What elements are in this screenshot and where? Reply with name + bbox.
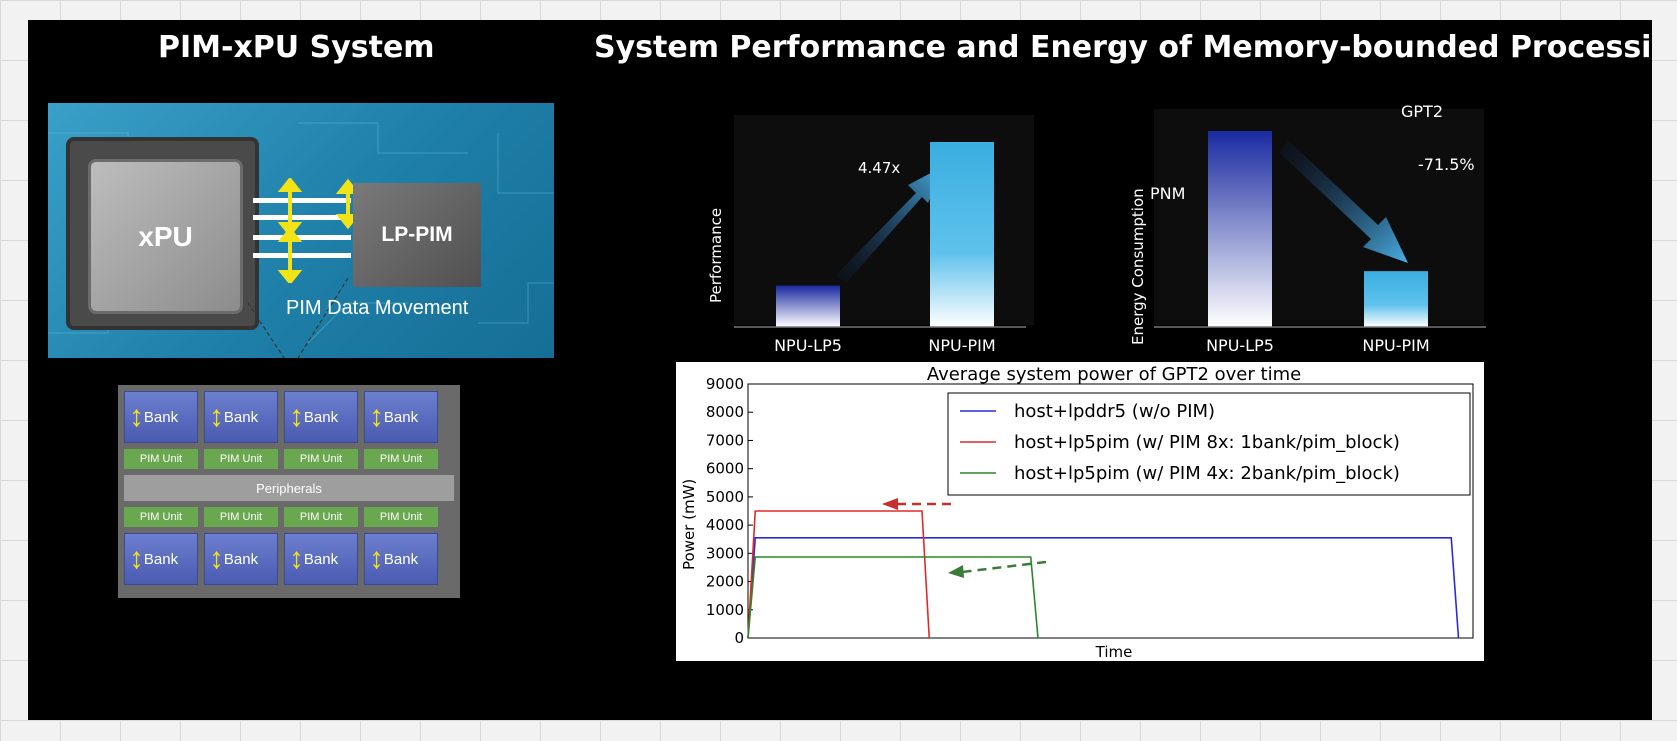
y-tick-label: 3000 — [706, 544, 744, 562]
series-line-3 — [747, 556, 1039, 639]
bus-line — [253, 198, 351, 203]
legend-label: host+lp5pim (w/ PIM 8x: 1bank/pim_block) — [1014, 432, 1400, 453]
legend-box — [947, 392, 1471, 496]
legend-label: host+lp5pim (w/ PIM 4x: 2bank/pim_block) — [1014, 463, 1400, 484]
xpu-chip: xPU — [70, 141, 255, 326]
bank-diagram: ↕ Bank ↕ Bank ↕ Bank ↕ Bank PIM Unit PIM Uni… — [118, 385, 460, 598]
data-arrows-icon — [278, 178, 361, 283]
y-tick-label: 8000 — [706, 403, 744, 421]
decrease-arrow-icon — [1280, 140, 1408, 263]
double-arrow-icon: ↕ — [289, 542, 304, 575]
pim-unit: PIM Unit — [204, 449, 278, 469]
bank: ↕ Bank — [124, 391, 198, 443]
bank: ↕ Bank — [204, 533, 278, 585]
series-line-1 — [747, 537, 1460, 639]
gpt2-label: GPT2 — [1401, 102, 1443, 121]
double-arrow-icon: ↕ — [369, 400, 384, 433]
y-tick-label: 5000 — [706, 488, 744, 506]
energy-annotation: -71.5% — [1418, 155, 1475, 174]
pim-unit-row: PIM Unit PIM Unit PIM Unit PIM Unit — [124, 507, 454, 527]
y-tick-label: 7000 — [706, 431, 744, 449]
bank-label: Bank — [383, 408, 419, 426]
bank: ↕ Bank — [284, 391, 358, 443]
chart-title: Average system power of GPT2 over time — [927, 364, 1301, 385]
pim-data-movement-label: PIM Data Movement — [286, 297, 469, 319]
y-axis-label: Power (mW) — [680, 479, 698, 570]
increase-arrow-icon — [836, 165, 946, 283]
performance-annotation: 4.47x — [858, 159, 900, 177]
bar-npu-pim — [930, 142, 994, 327]
pim-unit: PIM Unit — [124, 449, 198, 469]
y-tick-label: 2000 — [706, 573, 744, 591]
pim-unit: PIM Unit — [204, 507, 278, 527]
y-tick-label: 6000 — [706, 460, 744, 478]
bank-label: Bank — [143, 550, 179, 568]
y-axis-label: Energy Consumption — [1129, 188, 1147, 345]
pim-unit: PIM Unit — [284, 507, 358, 527]
bank-label: Bank — [223, 408, 259, 426]
bus-line — [253, 235, 351, 240]
double-arrow-icon: ↕ — [209, 542, 224, 575]
x-axis-label: Time — [1095, 643, 1133, 661]
energy-chart: GPT2 -71.5% PNM NPU-LP5 NPU-PIM Energy C… — [1129, 102, 1486, 355]
bus-line — [253, 215, 351, 220]
arrow-head-red-icon — [882, 498, 898, 510]
plot-frame — [747, 383, 1474, 639]
pim-unit: PIM Unit — [364, 449, 438, 469]
legend: host+lpddr5 (w/o PIM) host+lp5pim (w/ PIM… — [947, 392, 1471, 496]
double-arrow-icon: ↕ — [289, 400, 304, 433]
bar-npu-pim — [1364, 271, 1428, 327]
pim-unit: PIM Unit — [364, 507, 438, 527]
bank-label: Bank — [303, 408, 339, 426]
bank-label: Bank — [143, 408, 179, 426]
performance-chart: 4.47x NPU-LP5 NPU-PIM Performance — [707, 115, 1034, 355]
pim-xpu-illustration: xPU LP-PIM PIM Data Movement — [48, 103, 554, 358]
dashed-connector — [247, 277, 349, 358]
double-arrow-icon: ↕ — [369, 542, 384, 575]
double-arrow-icon: ↕ — [209, 400, 224, 433]
bank: ↕ Bank — [204, 391, 278, 443]
bank-label: Bank — [383, 550, 419, 568]
double-arrow-icon: ↕ — [129, 542, 144, 575]
bank: ↕ Bank — [284, 533, 358, 585]
pim-unit: PIM Unit — [284, 449, 358, 469]
pim-unit-row: PIM Unit PIM Unit PIM Unit PIM Unit — [124, 449, 454, 469]
pnm-label: PNM — [1150, 184, 1185, 203]
y-tick-label: 4000 — [706, 516, 744, 534]
double-arrow-icon: ↕ — [129, 400, 144, 433]
bus-line — [253, 253, 351, 258]
x-tick-label: NPU-PIM — [928, 336, 995, 355]
power-line-chart: Average system power of GPT2 over time 0… — [676, 362, 1484, 661]
bank: ↕ Bank — [124, 533, 198, 585]
y-tick-label: 9000 — [706, 375, 744, 393]
slide: PIM-xPU System System Performance and En… — [28, 20, 1652, 720]
bar-npu-lp5 — [776, 285, 840, 327]
bank-label: Bank — [303, 550, 339, 568]
pim-unit: PIM Unit — [124, 507, 198, 527]
right-title: System Performance and Energy of Memory-… — [594, 30, 1652, 65]
plot-area — [1154, 109, 1484, 325]
y-tick-label: 1000 — [706, 601, 744, 619]
left-title: PIM-xPU System — [158, 30, 435, 65]
bank: ↕ Bank — [364, 391, 438, 443]
x-tick-label: NPU-PIM — [1362, 336, 1429, 355]
y-axis-label: Performance — [707, 208, 725, 303]
x-tick-label: NPU-LP5 — [774, 336, 842, 355]
bank: ↕ Bank — [364, 533, 438, 585]
dashed-arrow-green — [961, 560, 1047, 574]
bank-row: ↕ Bank ↕ Bank ↕ Bank ↕ Bank — [124, 391, 454, 443]
annotation-arrows — [882, 498, 1047, 578]
arrow-head-green-icon — [948, 565, 964, 578]
bar-npu-lp5 — [1208, 131, 1272, 327]
legend-label: host+lpddr5 (w/o PIM) — [1014, 401, 1215, 422]
x-tick-label: NPU-LP5 — [1206, 336, 1274, 355]
xpu-label: xPU — [88, 159, 243, 314]
series-line-2 — [747, 510, 931, 639]
bank-label: Bank — [223, 550, 259, 568]
bank-row: ↕ Bank ↕ Bank ↕ Bank ↕ Bank — [124, 533, 454, 585]
lp-pim-chip: LP-PIM — [353, 183, 481, 287]
y-tick-label: 0 — [734, 629, 744, 647]
peripherals: Peripherals — [124, 475, 454, 501]
